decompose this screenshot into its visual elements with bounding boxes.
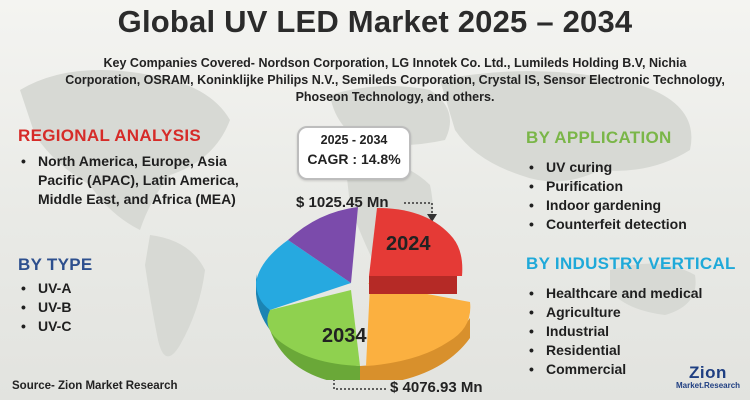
arrow-2024-head [427, 214, 437, 222]
pie-slice-orange [366, 283, 471, 366]
list-item: Counterfeit detection [526, 215, 736, 234]
list-item: North America, Europe, Asia Pacific (APA… [18, 152, 258, 209]
list-item: UV-A [18, 279, 168, 298]
pie-slice-green [267, 290, 360, 366]
cagr-period: 2025 - 2034 [320, 133, 388, 147]
pie-slice-red-side [369, 276, 457, 294]
logo-wordmark: Zion [689, 363, 727, 382]
market-value-2024: $ 1025.45 Mn [296, 194, 389, 211]
cagr-value: CAGR : 14.8% [307, 151, 401, 167]
regional-analysis-heading: REGIONAL ANALYSIS [18, 126, 202, 145]
pie-chart-3d: 2024 2034 [256, 207, 471, 380]
market-value-2034: $ 4076.93 Mn [390, 379, 483, 396]
pie-slice-blue [256, 240, 351, 310]
list-item: Indoor gardening [526, 196, 736, 215]
list-item: Industrial [526, 322, 741, 341]
by-industry-vertical-heading: BY INDUSTRY VERTICAL [526, 254, 736, 273]
list-item: UV-C [18, 317, 168, 336]
pie-label-2024: 2024 [386, 233, 431, 255]
by-application-heading: BY APPLICATION [526, 128, 672, 147]
pie-slice-red [369, 208, 463, 276]
regional-list: North America, Europe, Asia Pacific (APA… [18, 152, 258, 209]
list-item: UV-B [18, 298, 168, 317]
list-item: UV curing [526, 158, 736, 177]
key-companies-text: Key Companies Covered- Nordson Corporati… [65, 56, 725, 104]
arrow-2034-connector [333, 372, 386, 390]
page-title: Global UV LED Market 2025 – 2034 [117, 4, 633, 39]
pie-side-orange [360, 318, 470, 380]
by-type-heading: BY TYPE [18, 255, 93, 274]
pie-label-2034: 2034 [322, 325, 367, 347]
application-list: UV curing Purification Indoor gardening … [526, 158, 736, 234]
list-item: Healthcare and medical [526, 284, 741, 303]
zion-logo: Zion Market.Research [676, 364, 740, 396]
logo-subtext: Market.Research [676, 381, 741, 390]
pie-slice-purple [288, 207, 358, 283]
pie-side-green [270, 310, 360, 380]
arrow-2024-connector [404, 202, 433, 216]
list-item: Purification [526, 177, 736, 196]
cagr-box: 2025 - 2034 CAGR : 14.8% [297, 126, 411, 180]
type-list: UV-A UV-B UV-C [18, 279, 168, 336]
list-item: Commercial [526, 360, 741, 379]
industry-list: Healthcare and medical Agriculture Indus… [526, 284, 741, 379]
list-item: Agriculture [526, 303, 741, 322]
source-note: Source- Zion Market Research [12, 380, 178, 392]
list-item: Residential [526, 341, 741, 360]
